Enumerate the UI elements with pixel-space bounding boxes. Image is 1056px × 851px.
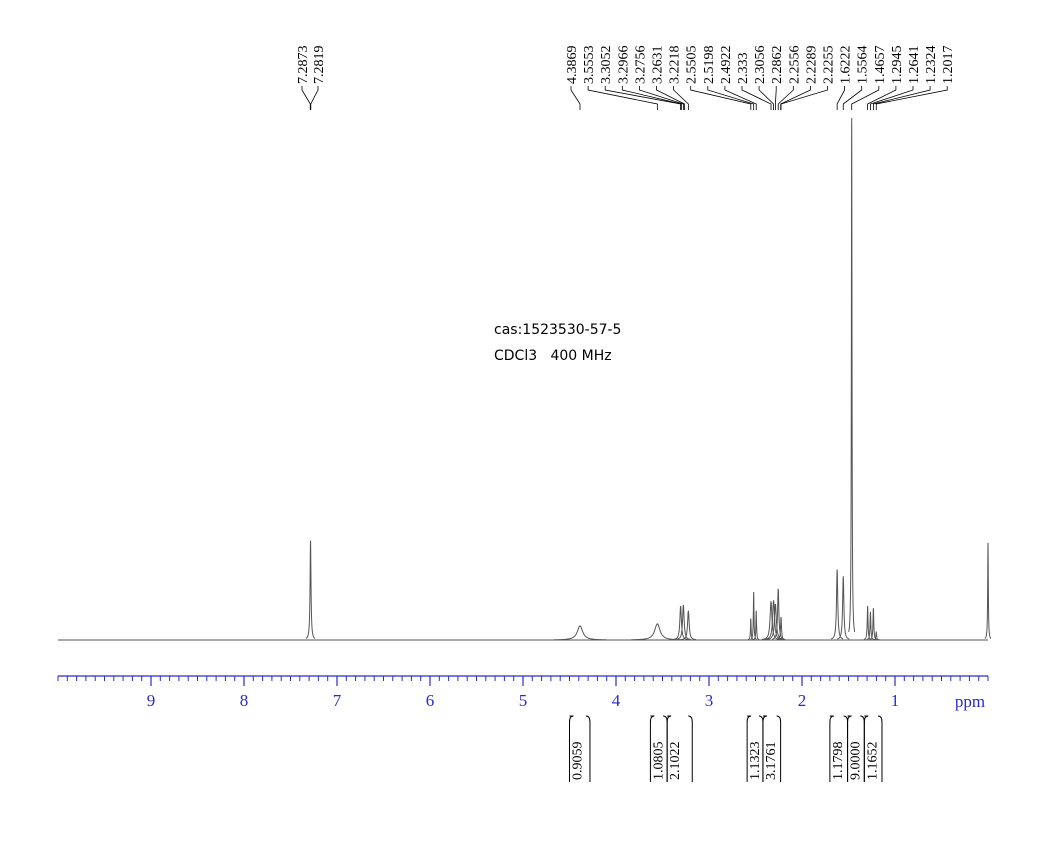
- peak: [553, 625, 607, 641]
- integral-label: 3.1761: [764, 742, 779, 781]
- peak: [675, 604, 691, 640]
- integral-label: 2.1022: [668, 742, 683, 781]
- peak-label: 1.2641: [907, 46, 922, 85]
- integral-label: 9.0000: [849, 742, 864, 781]
- peak-connector: [621, 86, 682, 110]
- peak-connector: [724, 86, 757, 110]
- peak-label: 2.5198: [702, 46, 717, 85]
- peak-connector: [639, 86, 684, 110]
- peak-connector: [690, 86, 752, 110]
- annotation: cas:1523530-57-5: [494, 322, 621, 338]
- peak-label: 2.2255: [822, 46, 837, 85]
- peak: [764, 600, 783, 640]
- integral-label: 1.0805: [651, 742, 666, 781]
- peak-connector: [875, 86, 948, 110]
- x-tick-label: 1: [891, 691, 900, 710]
- peak-label: 7.2873: [296, 46, 311, 85]
- peak-connector: [570, 86, 581, 110]
- peak: [872, 630, 880, 641]
- x-tick-label: 6: [426, 691, 435, 710]
- peak-connector: [842, 86, 863, 110]
- peak: [766, 603, 785, 640]
- integral-label: 0.9059: [571, 742, 586, 781]
- peak: [837, 576, 850, 640]
- peak-label: 3.2218: [668, 46, 683, 85]
- peak-connector: [673, 86, 689, 110]
- peak-label: 3.3052: [599, 46, 614, 85]
- integral-bracket: [863, 715, 883, 782]
- peak: [984, 542, 992, 639]
- peak: [762, 601, 781, 640]
- annotation: CDCl3 400 MHz: [494, 348, 612, 364]
- peak-connector: [836, 86, 845, 110]
- peak: [747, 618, 754, 641]
- peak-connector: [604, 86, 682, 110]
- peak-connector: [774, 86, 777, 110]
- peak-connector: [301, 86, 311, 110]
- integral-bracket: [762, 715, 782, 782]
- peak-label: 7.2819: [312, 46, 327, 85]
- peak-label: 1.6222: [839, 46, 854, 85]
- peak-label: 3.5553: [582, 46, 597, 85]
- peak-label: 2.2862: [770, 46, 785, 85]
- x-tick-label: 5: [519, 691, 528, 710]
- peak-label: 1.2945: [890, 46, 905, 85]
- x-tick-label: 3: [705, 691, 714, 710]
- peak-label: 2.2289: [804, 46, 819, 85]
- integral-label: 1.1798: [831, 742, 846, 781]
- peak: [750, 591, 757, 640]
- peak-label: 3.2631: [651, 46, 666, 85]
- peak-label: 2.5505: [685, 46, 700, 85]
- peak: [772, 588, 785, 640]
- integral-bracket: [569, 715, 591, 782]
- x-tick-label: 2: [798, 691, 807, 710]
- peak-connector: [656, 86, 685, 110]
- peak-connector: [310, 86, 319, 110]
- x-axis-label: ppm: [955, 692, 985, 711]
- x-tick-label: 4: [612, 691, 621, 710]
- peak-connector: [872, 86, 931, 110]
- peak: [869, 608, 878, 640]
- peak-label: 2.2556: [787, 46, 802, 85]
- peak-label: 1.5564: [856, 46, 871, 85]
- peak-connector: [587, 86, 658, 110]
- peak: [866, 611, 875, 641]
- peak-connector: [780, 86, 828, 110]
- peak-label: 4.3869: [565, 46, 580, 85]
- peak-label: 2.333: [736, 53, 751, 85]
- peak-connector: [707, 86, 755, 110]
- peak: [680, 610, 696, 641]
- integral-label: 1.1652: [865, 742, 880, 781]
- peak-label: 3.2756: [633, 46, 648, 85]
- peak-connector: [758, 86, 774, 110]
- peak: [830, 569, 844, 640]
- x-tick-label: 9: [147, 691, 156, 710]
- peak-label: 1.4657: [873, 46, 888, 85]
- peak: [753, 610, 760, 641]
- peak-label: 3.2966: [616, 46, 631, 85]
- peak: [848, 117, 856, 633]
- peak-connector: [867, 86, 897, 110]
- peak-label: 2.4922: [719, 46, 734, 85]
- peak-label: 1.2324: [924, 46, 939, 85]
- x-tick-label: 8: [240, 691, 249, 710]
- peak: [776, 616, 786, 641]
- x-tick-label: 7: [333, 691, 342, 710]
- peak-connector: [777, 86, 794, 110]
- peak-connector: [851, 86, 880, 110]
- peak: [305, 540, 316, 639]
- integral-label: 1.1323: [748, 742, 763, 781]
- peak-label: 2.3056: [753, 46, 768, 85]
- peak-connector: [870, 86, 914, 110]
- peak-connector: [741, 86, 772, 110]
- integral-bracket: [666, 715, 693, 782]
- peak-label: 1.2017: [941, 46, 956, 85]
- peak: [673, 605, 689, 640]
